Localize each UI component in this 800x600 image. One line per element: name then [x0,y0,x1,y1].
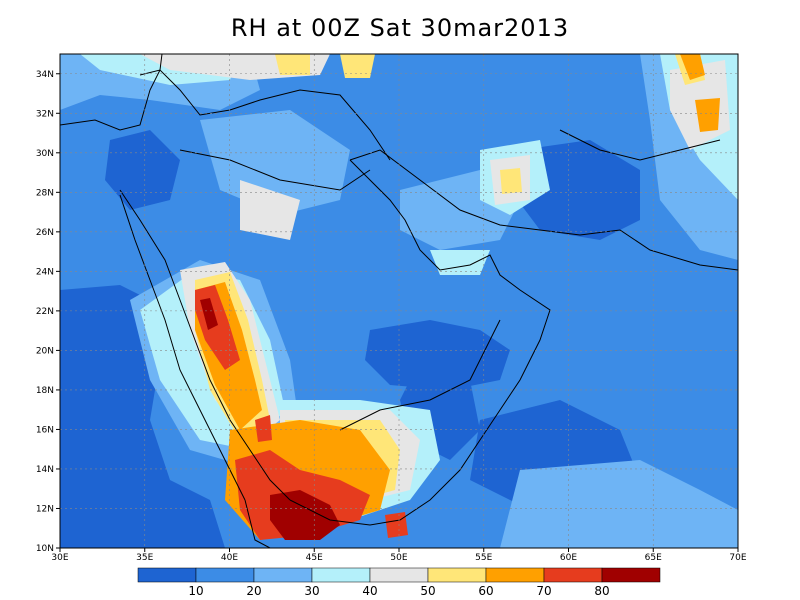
iran-coast [349,149,738,271]
lat-tick-label: 20N [36,346,54,356]
colorbar-label: 30 [304,584,319,598]
lon-tick-label: 30E [51,553,68,563]
arabia-south-gulf-coast [289,159,551,526]
lon-tick-label: 50E [390,553,407,563]
colorbar-swatch [601,567,661,583]
colorbar-swatch [369,567,429,583]
rh-grey-najd [240,180,300,240]
lat-tick-label: 34N [36,70,54,80]
colorbar-label: 80 [594,584,609,598]
colorbar-label: 40 [362,584,377,598]
lat-tick-label: 28N [36,188,54,198]
colorbar: 10 20 30 40 50 60 70 80 [137,567,661,598]
lon-tick-label: 55E [475,553,492,563]
rh-red-hadramaut [385,512,408,538]
saudi-north-border [179,149,371,191]
lon-tick-label: 65E [645,553,662,563]
lat-tick-label: 24N [36,267,54,277]
lat-tick-label: 32N [36,109,54,119]
colorbar-label: 50 [420,584,435,598]
lat-tick-label: 12N [36,504,54,514]
lat-axis: 10N 12N 14N 16N 18N 20N 22N 24N 26N 28N 30N 32N 34N [36,70,60,554]
arabia-redsea-coast [119,189,291,501]
lat-tick-label: 10N [36,544,54,554]
rh-yellow-zagros [500,168,522,194]
rh-yellow-north1 [275,54,310,75]
lon-tick-label: 40E [221,553,238,563]
colorbar-swatch [427,567,487,583]
lon-tick-label: 35E [136,553,153,563]
colorbar-swatch [485,567,545,583]
rh-yellow-north2 [340,54,375,78]
rh-red-yemen2 [255,415,272,442]
colorbar-label: 10 [188,584,203,598]
colorbar-label: 60 [478,584,493,598]
lat-tick-label: 14N [36,465,54,475]
lon-tick-label: 45E [306,553,323,563]
colorbar-swatch [137,567,197,583]
rh-darkred-hejaz [200,298,218,330]
lat-tick-label: 18N [36,386,54,396]
rh-light-nafud [200,110,350,215]
lon-tick-label: 70E [729,553,746,563]
lat-tick-label: 22N [36,307,54,317]
map-title: RH at 00Z Sat 30mar2013 [230,14,570,42]
africa-redsea-coast [119,194,246,501]
iran-east-border [559,129,721,161]
lon-tick-label: 60E [560,553,577,563]
horn-coast [244,499,271,548]
colorbar-label: 20 [246,584,261,598]
rh-dark-west [60,285,225,548]
grid-lines [60,54,738,548]
rh-orange-east [680,54,705,80]
lon-axis: 30E 35E 40E 45E 50E 55E 60E 65E 70E [51,548,747,563]
rh-orange-east2 [695,98,720,132]
iraq-border [139,69,391,161]
colorbar-swatch [311,567,371,583]
colorbar-swatch [543,567,603,583]
colorbar-swatch [195,567,255,583]
lat-tick-label: 16N [36,425,54,435]
coastlines [60,54,738,548]
rh-light-south [500,460,738,548]
colorbar-swatch [253,567,313,583]
rh-dark-egypt [105,130,180,210]
rh-darkred-yemen [270,490,340,540]
lat-tick-label: 26N [36,228,54,238]
lat-tick-label: 30N [36,149,54,159]
colorbar-label: 70 [536,584,551,598]
yemen-border [339,319,501,431]
